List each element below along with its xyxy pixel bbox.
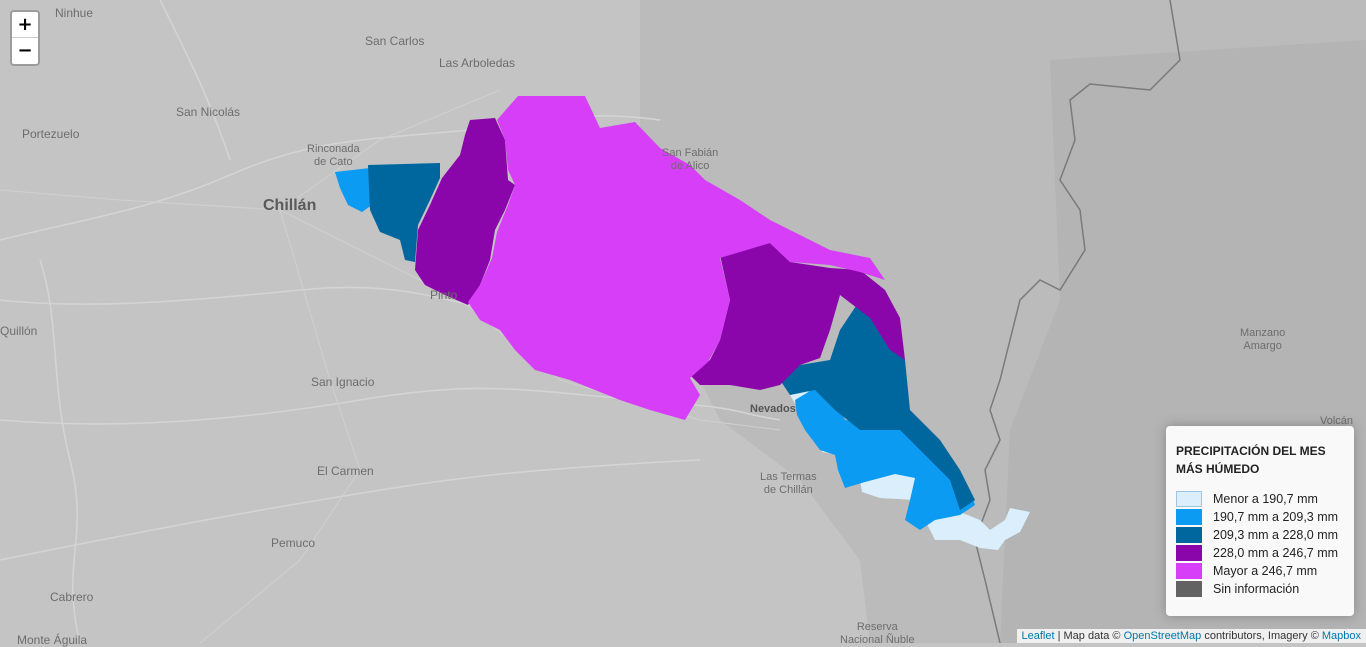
place-san-ignacio: San Ignacio [311,375,375,389]
place-portezuelo: Portezuelo [22,127,80,141]
place-san-carlos: San Carlos [365,34,425,48]
place-chillan: Chillán [263,197,317,214]
zone-209-228[interactable] [368,163,975,510]
place-pemuco: Pemuco [271,536,316,550]
place-monte-aguila: Monte Águila [17,633,88,647]
place-pinto: Pinto [430,288,458,302]
legend-swatch [1176,491,1202,507]
attribution: Leaflet | Map data © OpenStreetMap contr… [1016,629,1366,643]
legend-label: Menor a 190,7 mm [1213,492,1318,506]
legend-item: 209,3 mm a 228,0 mm [1176,526,1344,544]
place-el-carmen: El Carmen [317,464,374,478]
regional-boundary [974,0,1181,643]
zone-menor-190[interactable] [790,385,1030,550]
zone-228-246[interactable] [415,118,905,390]
place-las-arboledas: Las Arboledas [439,56,516,70]
zone-190-209[interactable] [335,168,975,530]
legend-item: Sin información [1176,580,1344,598]
legend-label: 209,3 mm a 228,0 mm [1213,528,1339,542]
place-nevados: Nevados [750,403,796,415]
zoom-out-button[interactable]: − [12,38,38,64]
zoom-control: + − [10,10,40,66]
legend-label: Mayor a 246,7 mm [1213,564,1318,578]
zone-mayor-246[interactable] [468,96,885,420]
precipitation-layer[interactable] [335,96,1030,550]
legend-title: PRECIPITACIÓN DEL MES MÁS HÚMEDO [1176,444,1326,476]
leaflet-link[interactable]: Leaflet [1021,630,1055,642]
place-ninhue: Ninhue [55,6,94,20]
legend-swatch [1176,509,1202,525]
legend-items: Menor a 190,7 mm 190,7 mm a 209,3 mm 209,3… [1176,490,1344,598]
place-quillon: Quillón [0,324,38,338]
place-san-nicolas: San Nicolás [176,105,241,119]
legend-item: 190,7 mm a 209,3 mm [1176,508,1344,526]
osm-link[interactable]: OpenStreetMap [1123,630,1202,642]
legend-swatch [1176,563,1202,579]
legend-item: 228,0 mm a 246,7 mm [1176,544,1344,562]
legend-label: 190,7 mm a 209,3 mm [1213,510,1339,524]
legend-item: Menor a 190,7 mm [1176,490,1344,508]
place-cabrero: Cabrero [50,590,94,604]
legend-panel: PRECIPITACIÓN DEL MES MÁS HÚMEDO Menor a… [1166,426,1354,616]
legend-label: 228,0 mm a 246,7 mm [1213,546,1339,560]
place-volcan: Volcán [1320,415,1354,427]
place-termas: Las Termas de Chillán [760,471,817,496]
zoom-in-button[interactable]: + [12,12,38,38]
legend-swatch [1176,581,1202,597]
place-reserva-nuble: Reserva Nacional Ñuble [840,621,915,646]
legend-swatch [1176,545,1202,561]
legend-label: Sin información [1213,582,1300,596]
attribution-text-2: contributors, Imagery © [1201,630,1322,642]
legend-item: Mayor a 246,7 mm [1176,562,1344,580]
legend-swatch [1176,527,1202,543]
place-rinconada: Rinconada de Cato [307,143,360,168]
attribution-text: | Map data © [1054,630,1124,642]
place-san-fabian: San Fabián de Alico [662,147,719,172]
place-manzano-amargo: Manzano Amargo [1240,327,1286,352]
mapbox-link[interactable]: Mapbox [1321,630,1361,642]
